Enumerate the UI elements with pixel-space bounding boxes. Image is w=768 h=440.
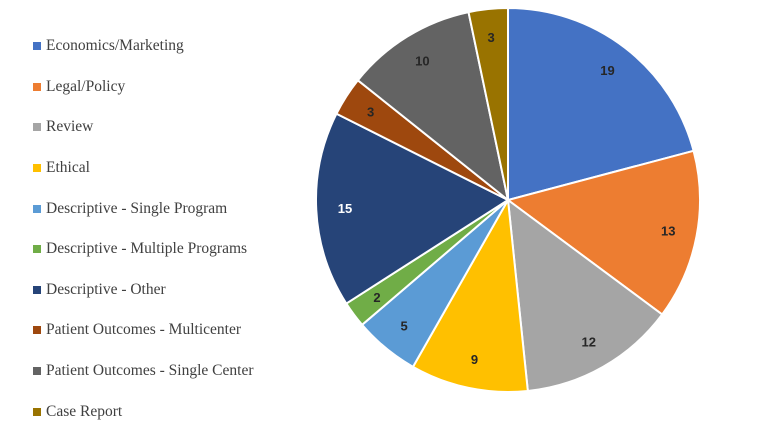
slice-value-label: 2 xyxy=(373,290,380,305)
legend-label: Descriptive - Multiple Programs xyxy=(46,240,248,258)
legend-item: Descriptive - Other xyxy=(33,270,313,311)
legend-label: Review xyxy=(46,118,94,136)
pie-slice xyxy=(505,149,701,316)
legend-swatch xyxy=(33,123,41,132)
legend-swatch xyxy=(33,407,41,416)
legend-swatch xyxy=(33,164,41,173)
legend-label: Descriptive - Other xyxy=(46,280,166,298)
legend-item: Economics/Marketing xyxy=(33,26,313,67)
legend-swatch xyxy=(33,245,41,254)
legend-item: Descriptive - Single Program xyxy=(33,188,313,229)
legend-label: Legal/Policy xyxy=(46,77,126,95)
legend-label: Patient Outcomes - Multicenter xyxy=(46,321,241,339)
legend-swatch xyxy=(33,42,41,51)
pie-slice xyxy=(315,112,511,305)
legend-swatch xyxy=(33,285,41,294)
slice-value-label: 19 xyxy=(600,63,614,78)
legend-swatch xyxy=(33,204,41,213)
legend-label: Descriptive - Single Program xyxy=(46,199,228,217)
pie-slice xyxy=(467,6,509,201)
legend-swatch xyxy=(33,367,41,376)
legend-swatch xyxy=(33,82,41,91)
legend-label: Case Report xyxy=(46,402,123,420)
pie-slice xyxy=(507,6,695,202)
slice-value-label: 15 xyxy=(338,201,352,216)
legend-label: Patient Outcomes - Single Center xyxy=(46,362,254,380)
slice-value-label: 12 xyxy=(582,334,596,349)
legend-item: Legal/Policy xyxy=(33,67,313,108)
chart-legend: Economics/Marketing Legal/Policy Review Eth… xyxy=(33,26,313,432)
legend-label: Ethical xyxy=(46,159,90,177)
legend-swatch xyxy=(33,326,41,335)
slice-value-label: 3 xyxy=(488,30,495,45)
slice-value-label: 3 xyxy=(367,104,374,119)
pie-slice xyxy=(411,196,529,393)
legend-item: Patient Outcomes - Single Center xyxy=(33,351,313,392)
legend-item: Patient Outcomes - Multicenter xyxy=(33,310,313,351)
legend-item: Case Report xyxy=(33,391,313,432)
slice-value-label: 13 xyxy=(661,223,675,238)
pie-slice xyxy=(506,197,664,393)
legend-label: Economics/Marketing xyxy=(46,37,184,55)
pie-slice xyxy=(356,10,510,203)
slice-value-label: 5 xyxy=(400,318,407,333)
legend-item: Descriptive - Multiple Programs xyxy=(33,229,313,270)
legend-item: Ethical xyxy=(33,148,313,189)
slice-value-label: 10 xyxy=(415,54,429,69)
legend-item: Review xyxy=(33,107,313,148)
slice-value-label: 9 xyxy=(471,352,478,367)
